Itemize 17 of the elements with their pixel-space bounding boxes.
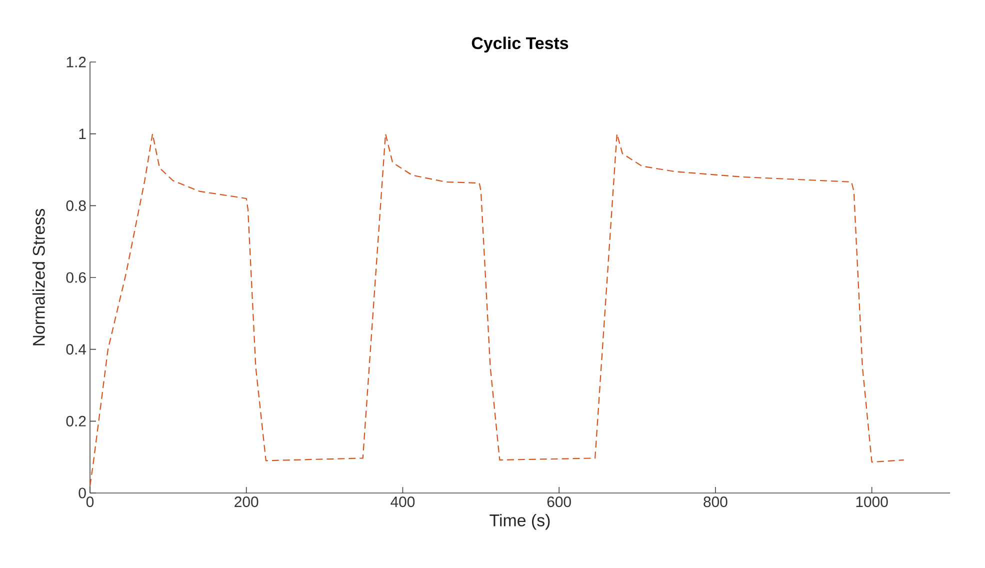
y-tick-label: 0.8 bbox=[66, 200, 86, 211]
chart-title: Cyclic Tests bbox=[472, 36, 568, 52]
y-tick-label: 0.6 bbox=[66, 272, 86, 283]
x-tick-label: 200 bbox=[234, 496, 258, 508]
line-series bbox=[90, 133, 904, 486]
x-tick-label: 800 bbox=[704, 496, 728, 508]
y-tick-label: 0.4 bbox=[66, 344, 86, 355]
x-tick-label: 600 bbox=[547, 496, 571, 508]
y-tick-label: 1.2 bbox=[66, 56, 86, 68]
y-tick-label: 0.2 bbox=[66, 416, 86, 426]
x-tick-label: 1000 bbox=[856, 496, 888, 508]
x-tick-label: 400 bbox=[390, 496, 415, 508]
y-axis-title: Normalized Stress bbox=[32, 208, 45, 346]
y-tick-label: 1 bbox=[79, 128, 86, 139]
x-tick-label: 0 bbox=[86, 496, 94, 508]
x-axis-title: Time (s) bbox=[490, 514, 550, 530]
y-tick-label: 0 bbox=[78, 488, 86, 498]
